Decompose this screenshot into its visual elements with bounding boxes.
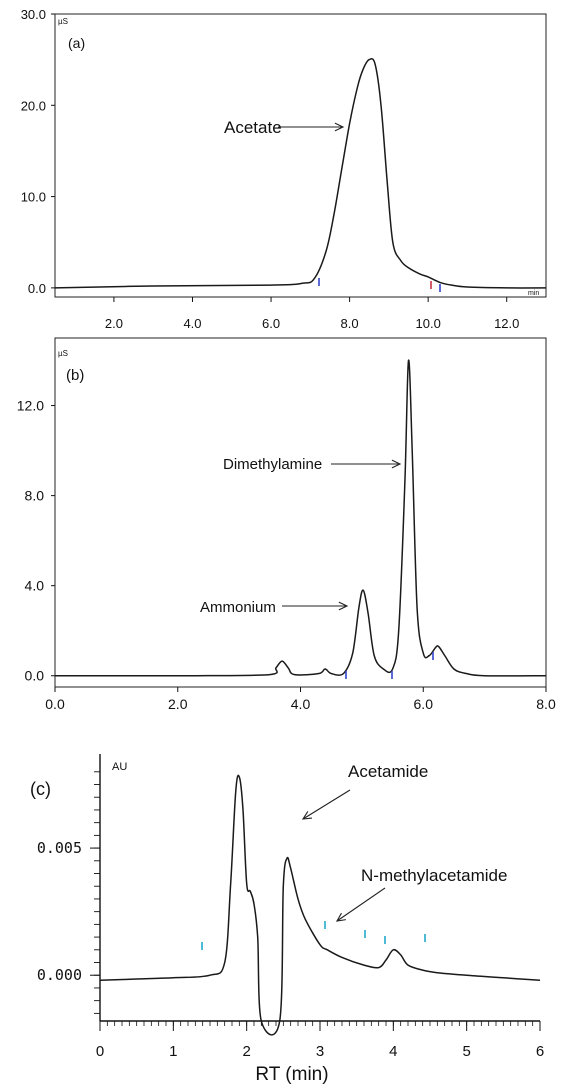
- panel-label: (c): [30, 779, 51, 799]
- y-tick-label: 30.0: [21, 7, 46, 22]
- x-tick-label: 4.0: [183, 316, 201, 331]
- x-tick-label: 3: [316, 1043, 324, 1060]
- series-line: [54, 359, 547, 677]
- x-tick-label: 10.0: [416, 316, 441, 331]
- y-tick-label: 12.0: [17, 398, 44, 414]
- y-tick-label: 0.0: [25, 668, 45, 684]
- peak-annotation: Ammonium: [200, 599, 276, 616]
- x-tick-label: 4: [389, 1043, 397, 1060]
- chart-panel-a: 2.0 4.0 6.0 8.0 10.0 12.0 0.0 10.0 20.0 30.0 µS(a)…: [21, 7, 547, 331]
- x-tick-label: 1: [169, 1043, 177, 1060]
- x-tick-label: 8.0: [341, 316, 359, 331]
- peak-annotation: N-methylacetamide: [361, 866, 507, 885]
- x-tick-label: 6.0: [414, 696, 434, 712]
- plot-frame: [54, 13, 547, 298]
- x-tick-label: 0: [96, 1043, 104, 1060]
- peak-annotation: Acetamide: [348, 762, 428, 781]
- series-line: [99, 774, 541, 1036]
- x-tick-label: 0.0: [45, 696, 65, 712]
- y-tick-label: 4.0: [25, 578, 45, 594]
- y-tick-label: 0.000: [37, 966, 82, 984]
- x-tick-label: 2.0: [168, 696, 188, 712]
- annotation-arrowhead: [334, 122, 345, 132]
- annotation-arrowhead: [301, 811, 313, 820]
- unit-label: µS: [58, 349, 68, 358]
- x-axis-title: RT (min): [255, 1064, 328, 1085]
- unit-label: AU: [112, 761, 127, 773]
- x-tick-label: 4.0: [291, 696, 311, 712]
- unit-label: µS: [58, 17, 68, 26]
- y-tick-label: 10.0: [21, 190, 46, 205]
- x-tick-label: 12.0: [494, 316, 519, 331]
- y-tick-label: 20.0: [21, 98, 46, 113]
- x-tick-label: 2.0: [105, 316, 123, 331]
- y-tick-label: 0.0: [28, 281, 46, 296]
- x-tick-label: 6.0: [262, 316, 280, 331]
- annotation-arrowhead: [338, 601, 349, 611]
- annotation-arrowhead: [391, 459, 402, 469]
- x-unit-label: min: [528, 290, 539, 297]
- series-line: [54, 57, 547, 289]
- x-tick-label: 8.0: [536, 696, 556, 712]
- y-tick-label: 0.005: [37, 839, 82, 857]
- panel-label: (b): [66, 367, 84, 384]
- plot-frame: [54, 337, 547, 688]
- chart-panel-b: 0.0 2.0 4.0 6.0 8.0 0.0 4.0 8.0 12.0 µS (b) Dimethy…: [17, 337, 556, 712]
- y-tick-label: 8.0: [25, 488, 45, 504]
- x-tick-label: 2: [242, 1043, 250, 1060]
- panel-label: (a): [68, 35, 85, 51]
- chart-panel-c: 0 1 2 3 4 5 6 0.000 0.005 AU (c) RT (min) Acetamide N…: [30, 754, 544, 1085]
- peak-annotation: Dimethylamine: [223, 456, 322, 473]
- annotation-arrowhead: [335, 912, 346, 922]
- x-tick-label: 6: [536, 1043, 544, 1060]
- peak-annotation: Acetate: [224, 118, 282, 137]
- x-tick-label: 5: [462, 1043, 470, 1060]
- annotation-arrow: [336, 887, 386, 922]
- annotation-arrow: [302, 789, 351, 820]
